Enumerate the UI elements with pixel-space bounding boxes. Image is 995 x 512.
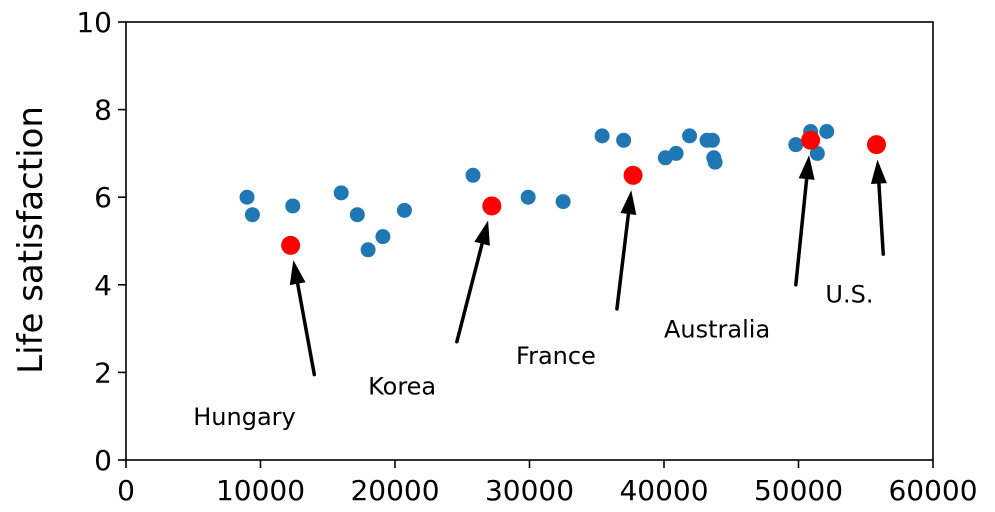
annotation-arrow [794, 177, 809, 287]
highlight-point [867, 135, 887, 155]
annotation-label: Australia [664, 316, 770, 344]
plot-frame [125, 21, 934, 461]
data-point [465, 167, 481, 183]
x-tick-label: 20000 [350, 474, 439, 507]
x-tick-label: 30000 [485, 474, 574, 507]
data-point [616, 132, 632, 148]
data-point [594, 128, 610, 144]
y-tick-label: 4 [94, 269, 112, 302]
annotation-arrow [615, 212, 631, 311]
annotation-arrow [455, 241, 484, 344]
data-point [360, 242, 376, 258]
y-tick-label: 6 [94, 181, 112, 214]
annotation-arrowhead [474, 220, 490, 246]
annotation-label: France [516, 342, 596, 370]
annotation-arrow [295, 281, 317, 377]
annotations-layer: Hungary Korea France Australia U.S. [193, 155, 887, 431]
axes-layer: 0 10000 20000 30000 40000 50000 60000 0 2 4 6 8 10 [76, 6, 977, 507]
highlight-point [623, 165, 643, 185]
data-point [555, 194, 571, 210]
data-point [520, 189, 536, 205]
annotation-arrowhead [289, 260, 306, 286]
data-point [244, 207, 260, 223]
x-tick-label: 50000 [754, 474, 843, 507]
x-tick-label: 60000 [888, 474, 977, 507]
annotation-label: Hungary [193, 403, 295, 431]
data-point [396, 202, 412, 218]
y-tick-label: 2 [94, 356, 112, 389]
annotation-arrowhead [870, 159, 887, 185]
data-point [707, 154, 723, 170]
data-point [285, 198, 301, 214]
data-point [704, 132, 720, 148]
y-axis-label: Life satisfaction [11, 106, 51, 374]
y-tick-label: 0 [94, 444, 112, 477]
data-point [809, 145, 825, 161]
data-point [819, 124, 835, 139]
annotation-label: U.S. [825, 281, 873, 309]
data-point [682, 128, 698, 144]
data-point [375, 229, 391, 245]
data-point [668, 145, 684, 161]
highlight-point [482, 196, 502, 216]
points-layer [239, 124, 887, 258]
annotation-arrowhead [798, 155, 815, 180]
data-point [333, 185, 349, 201]
highlight-point [801, 130, 821, 150]
annotation-arrow [877, 181, 885, 256]
annotation-arrowhead [620, 190, 637, 215]
data-point [239, 189, 255, 205]
data-point [349, 207, 365, 223]
data-point [788, 137, 804, 153]
x-tick-label: 0 [117, 474, 135, 507]
highlight-point [281, 235, 301, 255]
x-tick-label: 10000 [216, 474, 305, 507]
y-tick-label: 10 [76, 6, 112, 39]
x-tick-label: 40000 [619, 474, 708, 507]
y-tick-label: 8 [94, 94, 112, 127]
annotation-label: Korea [368, 373, 436, 401]
